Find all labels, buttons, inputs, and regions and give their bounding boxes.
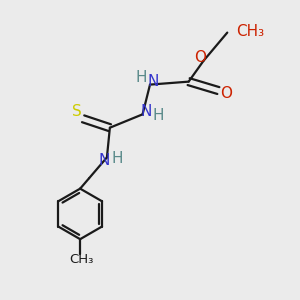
- Text: H: H: [152, 108, 164, 123]
- Text: O: O: [194, 50, 206, 65]
- Text: N: N: [98, 153, 110, 168]
- Text: N: N: [140, 104, 152, 119]
- Text: O: O: [220, 86, 232, 101]
- Text: S: S: [72, 104, 82, 119]
- Text: N: N: [147, 74, 159, 88]
- Text: CH₃: CH₃: [236, 24, 264, 39]
- Text: H: H: [112, 152, 123, 166]
- Text: CH₃: CH₃: [70, 253, 94, 266]
- Text: H: H: [135, 70, 147, 85]
